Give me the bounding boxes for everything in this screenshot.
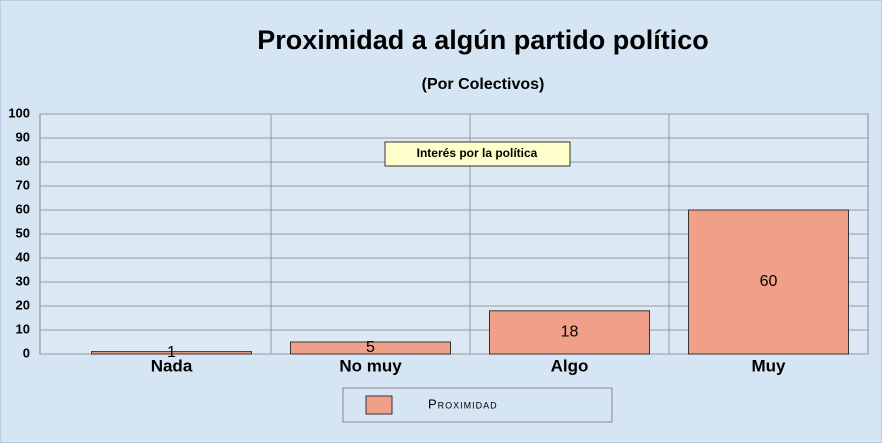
y-tick-label: 60: [16, 201, 30, 216]
data-label: 60: [760, 273, 778, 290]
y-tick-label: 90: [16, 129, 30, 144]
data-label: 1: [167, 344, 176, 361]
x-tick-label: No muy: [339, 356, 402, 375]
y-tick-label: 40: [16, 249, 30, 264]
y-tick-label: 50: [16, 225, 30, 240]
y-tick-label: 30: [16, 273, 30, 288]
bar: [688, 209, 849, 355]
bar: [290, 341, 451, 355]
bar: [91, 351, 252, 355]
chart-subtitle: (Por Colectivos): [422, 76, 545, 93]
y-tick-label: 100: [8, 105, 30, 120]
y-tick-label: 70: [16, 177, 30, 192]
x-tick-label: Nada: [151, 356, 193, 375]
x-tick-label: Algo: [551, 356, 589, 375]
annotation: Interés por la política: [417, 146, 538, 160]
y-tick-label: 10: [16, 321, 30, 336]
chart-title: Proximidad a algún partido político: [257, 25, 709, 55]
y-tick-label: 20: [16, 297, 30, 312]
bar: [489, 310, 650, 355]
y-tick-label: 80: [16, 153, 30, 168]
y-tick-label: 0: [23, 345, 30, 360]
data-label: 5: [366, 339, 375, 356]
legend-label: Proximidad: [428, 396, 498, 411]
legend-swatch: [365, 395, 393, 415]
x-tick-label: Muy: [752, 356, 787, 375]
data-label: 18: [561, 324, 579, 341]
annotation-box: [384, 141, 571, 167]
